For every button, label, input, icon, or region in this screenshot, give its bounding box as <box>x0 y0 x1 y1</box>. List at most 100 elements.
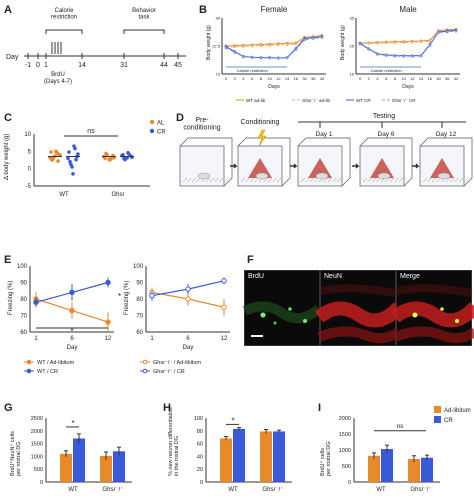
y-axis-label: BrdU⁺ cellsper rostral DG <box>319 441 332 476</box>
data-point <box>311 37 315 40</box>
x-tick-label: 10 <box>267 76 272 81</box>
grid-floor-line <box>272 177 277 183</box>
panel-letter-h: H <box>163 402 171 414</box>
grid-floor-line <box>389 177 395 183</box>
scatter-point <box>57 152 61 157</box>
y-tick-label: 1000 <box>31 454 43 460</box>
context-cue <box>370 158 394 178</box>
bar <box>381 449 393 482</box>
y-tick-label: 90 <box>20 281 27 287</box>
y-tick-label: 15 <box>350 72 355 77</box>
y-tick-label: 1500 <box>339 432 351 438</box>
scatter-point <box>122 156 126 161</box>
x-axis-label: Days <box>402 84 414 90</box>
scatter-point <box>67 150 71 154</box>
x-tick-label: 4 <box>242 76 245 81</box>
brdu-days-label: (Days 4-7) <box>44 79 72 85</box>
data-point <box>437 31 440 34</box>
y-tick-label: 15 <box>216 72 221 77</box>
data-point <box>250 56 254 59</box>
scatter-point <box>68 159 72 164</box>
data-point <box>384 41 388 45</box>
data-point <box>294 42 298 46</box>
day-label: Day <box>6 54 19 61</box>
data-point <box>224 46 228 50</box>
x-tick-label: 2 <box>368 76 371 81</box>
micrograph-label-merge: Merge <box>400 273 420 280</box>
bar <box>273 431 285 482</box>
legend-label: Ghsr⁻/⁻ ad-lib <box>302 98 331 103</box>
y-tick-label: 0 <box>200 480 203 486</box>
legend-label: Ghsr⁻/⁻ / CR <box>153 369 185 375</box>
data-point <box>454 29 458 33</box>
day-tick-label: -1 <box>25 62 31 69</box>
legend-label: WT / CR <box>37 369 58 375</box>
x-tick-label: 30 <box>302 76 307 81</box>
grid-floor-line <box>367 177 372 183</box>
series-line <box>359 29 457 45</box>
y-tick-label: -5 <box>26 184 32 190</box>
scatter-point <box>54 149 58 154</box>
bar-chart-i: 0 500 1000 1500 2000 BrdU⁺ cellsper rostral D… <box>319 406 471 493</box>
calorie-restriction-label: Calorie restriction <box>237 68 268 73</box>
data-point <box>221 278 227 284</box>
scatter-point <box>49 150 53 154</box>
data-point <box>393 54 397 58</box>
data-point <box>233 45 237 49</box>
bar <box>368 455 380 482</box>
data-point <box>376 41 379 45</box>
calorie-restriction-bar <box>226 66 288 68</box>
legend-label: AL <box>157 121 165 127</box>
grid-floor-line <box>214 177 219 183</box>
bar <box>233 428 245 482</box>
data-point <box>105 279 111 286</box>
grid-floor-line <box>327 177 333 183</box>
legend-label: WT CR <box>356 98 371 103</box>
y-tick-label: 30 <box>216 16 221 21</box>
stage-label-conditioning: Conditioning <box>241 119 280 126</box>
mouse-shape <box>377 172 391 180</box>
chamber-front <box>297 145 343 187</box>
y-tick-label: 90 <box>136 281 143 287</box>
flow-arrow <box>412 163 420 169</box>
y-axis-label: Body weight (g) <box>206 25 212 60</box>
context-cue <box>430 158 454 178</box>
grid-floor-line <box>431 177 437 183</box>
behavior-bracket-label: Behavior task <box>132 8 156 21</box>
y-tick-label: 10 <box>24 132 31 138</box>
bar <box>73 438 85 482</box>
data-point <box>428 44 432 47</box>
ns-label: ns <box>87 128 95 135</box>
data-point <box>149 293 155 299</box>
grid-floor-line <box>267 177 273 183</box>
x-tick-label: 36 <box>311 76 316 81</box>
scatter-point <box>72 144 76 148</box>
panel-letter-a: A <box>4 4 12 16</box>
bar <box>113 451 125 482</box>
bar <box>220 438 232 482</box>
grid-floor-line <box>454 177 459 183</box>
grid-floor-line <box>300 177 306 183</box>
y-tick-label: 2500 <box>31 416 43 422</box>
significance-star-right: * <box>118 292 121 301</box>
y-tick-label: 80 <box>136 297 143 303</box>
bar <box>60 453 72 482</box>
legend-swatch <box>149 119 155 125</box>
grid-floor-line <box>218 177 224 183</box>
legend-swatch <box>149 128 155 134</box>
data-point <box>410 54 414 58</box>
data-point <box>242 55 245 59</box>
series-line <box>225 36 323 59</box>
category-label: WT <box>376 487 386 493</box>
y-tick-label: 70 <box>136 314 143 320</box>
test-day-label: Day 6 <box>378 131 395 138</box>
grid-floor-line <box>323 177 328 183</box>
y-tick-label: 20 <box>197 467 203 473</box>
brdu-label: BrdU <box>51 72 65 78</box>
y-tick-label: 0 <box>40 480 43 486</box>
data-point <box>320 36 324 39</box>
data-point <box>294 48 298 52</box>
x-tick-label: 14 <box>419 76 424 81</box>
test-day-label: Day 12 <box>436 131 457 138</box>
